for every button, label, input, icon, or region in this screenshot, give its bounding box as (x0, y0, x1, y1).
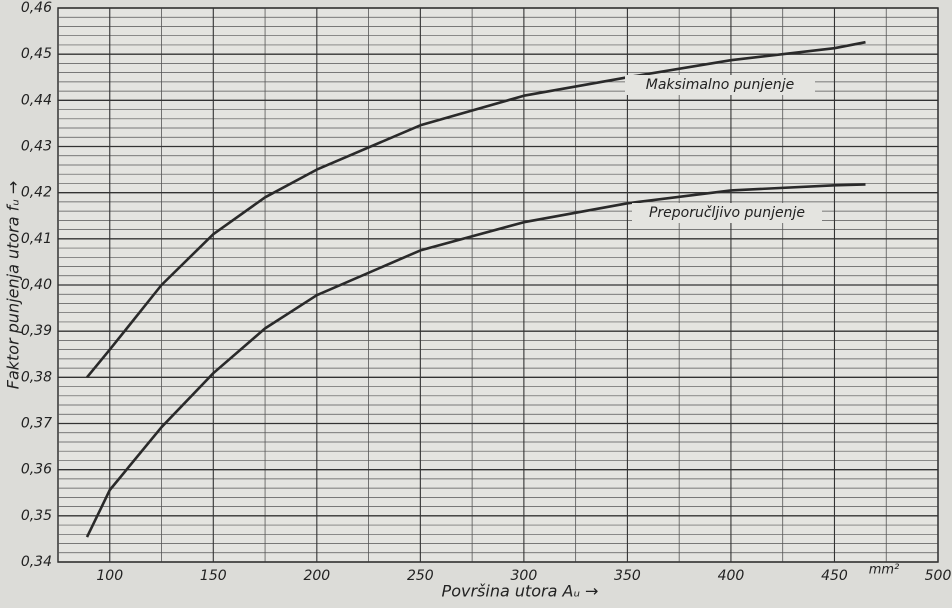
y-tick-label: 0,45 (21, 46, 52, 62)
x-tick-label: 450 (821, 568, 848, 584)
series-line (85, 183, 866, 538)
y-tick-label: 0,38 (21, 369, 52, 385)
y-tick-label: 0,43 (21, 139, 52, 155)
series-label-bg (632, 203, 822, 223)
y-tick-label: 0,46 (21, 0, 52, 16)
y-tick-label: 0,36 (21, 462, 52, 478)
series-label: Maksimalno punjenje (646, 77, 794, 93)
x-unit: mm² (869, 563, 900, 578)
y-tick-label: 0,42 (21, 185, 52, 201)
y-tick-label: 0,41 (21, 231, 52, 247)
series-line (85, 40, 866, 379)
y-tick-label: 0,35 (21, 508, 52, 524)
x-tick-label: 250 (407, 568, 434, 584)
x-axis-label: Površina utora Aᵤ → (442, 582, 599, 601)
x-tick-label: 500 (925, 568, 952, 584)
y-tick-label: 0,40 (21, 277, 52, 293)
y-tick-label: 0,39 (21, 323, 52, 339)
series-label: Preporučljivo punjenje (649, 205, 805, 221)
y-tick-label: 0,34 (21, 554, 52, 570)
series-label-bg (625, 75, 815, 95)
y-tick-label: 0,37 (21, 416, 52, 432)
x-tick-label: 100 (96, 568, 123, 584)
x-tick-label: 300 (511, 568, 538, 584)
x-tick-label: 350 (614, 568, 641, 584)
y-axis-label: Faktor punjenja utora fᵤ → (4, 181, 23, 389)
x-tick-label: 150 (200, 568, 227, 584)
y-tick-label: 0,44 (21, 92, 52, 108)
x-tick-label: 400 (718, 568, 745, 584)
x-tick-label: 200 (303, 568, 330, 584)
